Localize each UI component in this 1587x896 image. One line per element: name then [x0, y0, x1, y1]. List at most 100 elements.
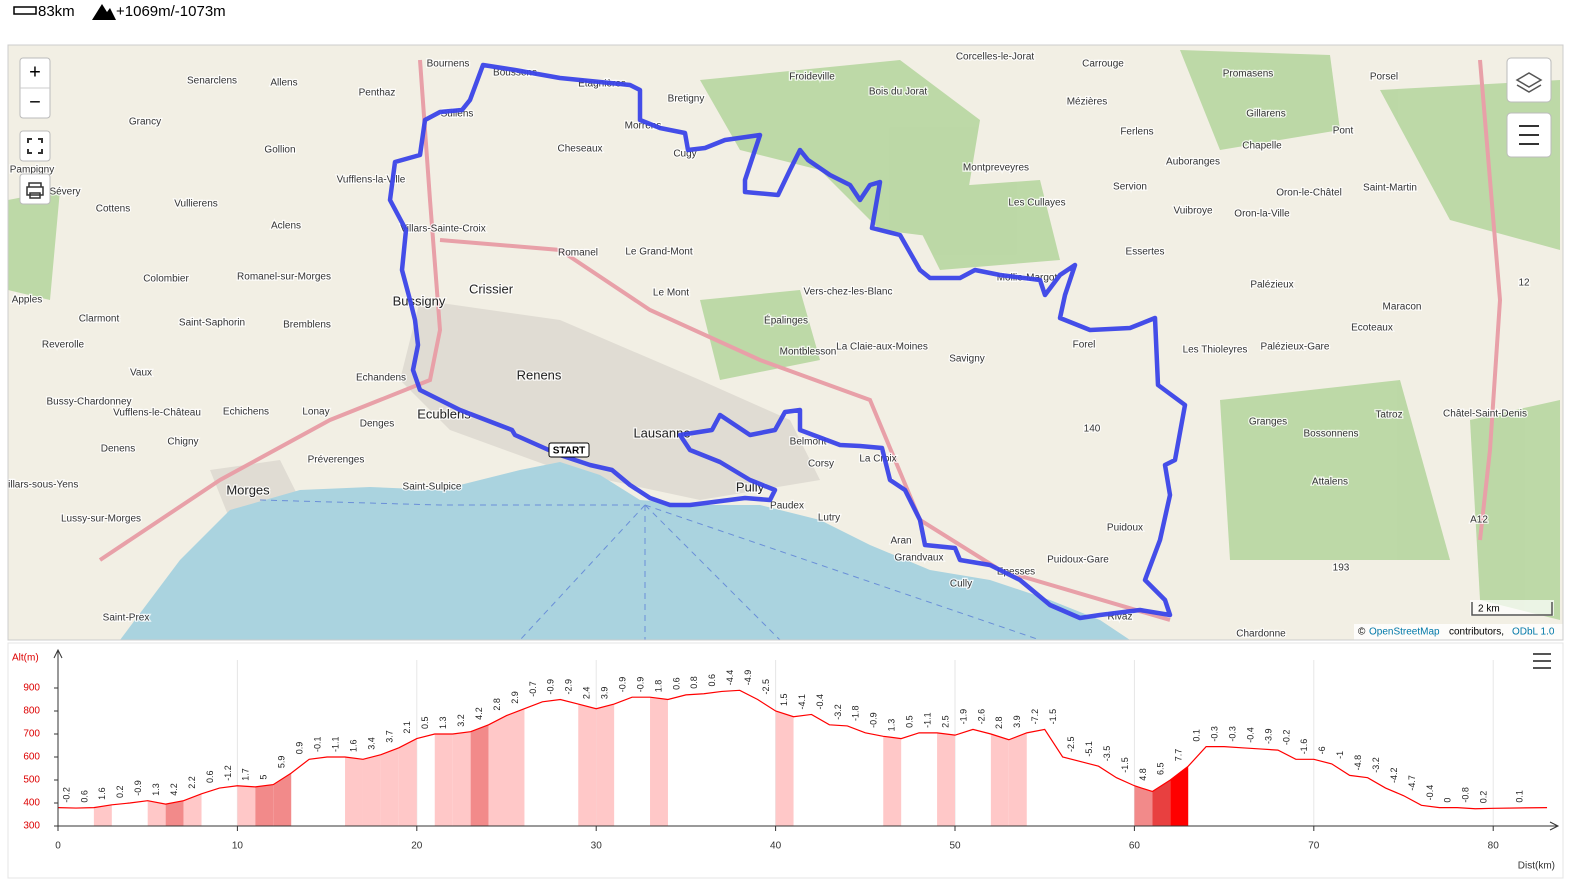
slope-label: -0.2: [61, 787, 71, 803]
slope-band: [1242, 748, 1260, 826]
place-label: Sévery: [49, 187, 80, 198]
slope-label: 2.5: [940, 715, 950, 728]
elevation-line: [57, 689, 1548, 810]
slope-band: [650, 697, 668, 826]
place-label: Mézières: [1067, 97, 1108, 108]
slope-label: 1.5: [779, 693, 789, 706]
slope-label: 0.6: [79, 790, 89, 803]
layers-button[interactable]: [1506, 57, 1552, 103]
place-label: Villars-sous-Yens: [2, 480, 79, 491]
slope-label: -1.9: [958, 709, 968, 725]
x-tick-label: 0: [55, 841, 61, 852]
place-label: Lussy-sur-Morges: [61, 514, 141, 525]
chart-menu-button[interactable]: [1533, 653, 1551, 669]
slope-label: -6: [1317, 746, 1327, 754]
slope-band: [452, 731, 471, 826]
slope-label: 1.3: [887, 719, 897, 732]
place-label: Grancy: [129, 117, 161, 128]
slope-band: [740, 690, 758, 826]
place-label: Montpreveyres: [963, 163, 1029, 174]
slope-band: [327, 757, 345, 826]
slope-label: -0.9: [635, 677, 645, 693]
slope-label: 4.8: [1138, 768, 1148, 781]
slope-band: [1457, 808, 1475, 826]
place-label: Aclens: [271, 221, 301, 232]
place-label: Oron-la-Ville: [1234, 209, 1290, 220]
slope-label: 4.2: [169, 783, 179, 796]
place-label: Le Mont: [653, 288, 689, 299]
attribution-bg: [1354, 624, 1563, 640]
slope-band: [1421, 805, 1439, 826]
slope-band: [973, 729, 991, 826]
slope-label: -7.2: [1030, 709, 1040, 725]
place-label: Saint-Martin: [1363, 183, 1417, 194]
place-label: 140: [1084, 424, 1101, 435]
slope-band: [1296, 759, 1314, 826]
slope-band: [112, 803, 130, 826]
slope-band: [309, 757, 327, 826]
slope-band: [1439, 808, 1457, 826]
slope-label: 1.6: [97, 787, 107, 800]
slope-band: [93, 804, 112, 826]
slope-label: -3.2: [1371, 757, 1381, 773]
slope-label: -2.6: [976, 709, 986, 725]
place-label: Penthaz: [359, 88, 396, 99]
map[interactable]: BournensBoussensEtagnièresFroidevilleBoi…: [2, 45, 1563, 640]
license-link[interactable]: ODbL 1.0: [1512, 627, 1555, 638]
elevation: +1069m/-1073m: [116, 3, 226, 20]
menu-icon: [1519, 125, 1539, 145]
place-label: Les Cullayes: [1008, 198, 1065, 209]
x-tick-label: 50: [949, 841, 961, 852]
slope-label: 3.9: [1012, 715, 1022, 728]
place-label: Clarmont: [79, 314, 120, 325]
place-label: Bournens: [427, 59, 470, 70]
distance: 83km: [38, 3, 75, 20]
slope-label: -0.4: [1245, 727, 1255, 743]
scale-bar: 2 km: [1470, 600, 1554, 616]
place-label: Reverolle: [42, 340, 85, 351]
place-label: Essertes: [1126, 247, 1165, 258]
place-label: Villars-Sainte-Croix: [400, 224, 485, 235]
slope-band: [1350, 775, 1368, 826]
place-label: Gollion: [264, 145, 295, 156]
place-label: Vufflens-la-Ville: [337, 175, 406, 186]
slope-band: [614, 697, 632, 826]
slope-band: [1206, 747, 1224, 826]
slope-band: [919, 733, 937, 826]
slope-label: -0.9: [546, 679, 556, 695]
place-label: Chigny: [167, 437, 198, 448]
print-box: [19, 173, 51, 205]
place-label: Palézieux: [1250, 280, 1293, 291]
fullscreen-icon: [27, 138, 43, 154]
x-tick-label: 40: [770, 841, 782, 852]
y-axis-label: Alt(m): [12, 653, 39, 664]
place-label: 12: [1518, 278, 1530, 289]
print-button[interactable]: [19, 173, 51, 205]
place-label: Cheseaux: [557, 144, 602, 155]
place-label: Grandvaux: [895, 553, 944, 564]
roads: [98, 59, 1503, 622]
slope-label: 0.6: [671, 677, 681, 690]
slope-label: 5.9: [277, 756, 287, 769]
place-label: Tatroz: [1375, 410, 1402, 421]
slope-band: [1224, 747, 1242, 826]
place-label: 193: [1333, 563, 1350, 574]
header-stats: 83km +1069m/-1073m: [13, 3, 226, 20]
fullscreen-button[interactable]: [19, 130, 51, 162]
menu-button[interactable]: [1506, 112, 1552, 158]
slope-band: [794, 714, 812, 826]
slope-label: 1.7: [241, 768, 251, 781]
zoom-out-button[interactable]: −: [29, 91, 41, 113]
place-label: Corcelles-le-Jorat: [956, 52, 1035, 63]
slope-band: [470, 724, 489, 826]
slope-label: 0.2: [115, 785, 125, 798]
slope-label: -0.4: [815, 694, 825, 710]
slope-label: 0.5: [905, 715, 915, 728]
zoom-in-button[interactable]: +: [29, 61, 41, 83]
place-label: Servion: [1113, 182, 1147, 193]
slope-label: 2.8: [492, 698, 502, 711]
slope-band: [345, 757, 363, 826]
slope-label: -0.4: [1425, 785, 1435, 801]
slope-band: [847, 726, 865, 826]
osm-link[interactable]: OpenStreetMap: [1369, 627, 1440, 638]
